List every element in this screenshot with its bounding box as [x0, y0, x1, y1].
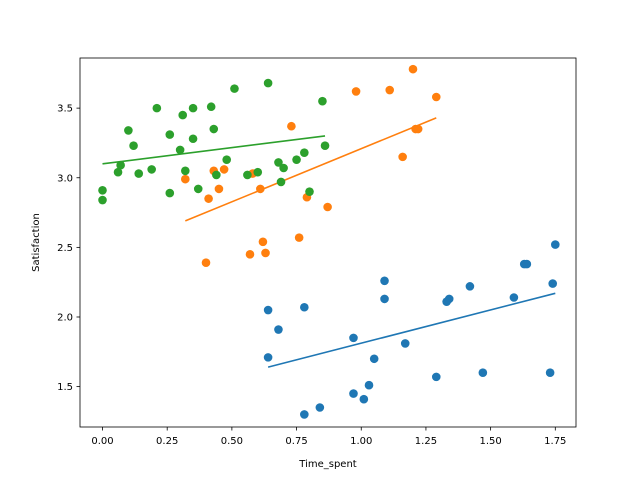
- x-tick-label: 0.75: [285, 436, 307, 447]
- data-point: [165, 130, 175, 139]
- data-point: [300, 302, 309, 312]
- data-point: [398, 152, 407, 162]
- data-point: [147, 165, 156, 174]
- data-point: [178, 110, 188, 120]
- data-point: [351, 87, 361, 96]
- data-point: [243, 170, 252, 180]
- x-tick-label: 0.00: [91, 436, 113, 447]
- data-point: [300, 148, 309, 157]
- data-point: [181, 166, 190, 176]
- series-3: [98, 78, 330, 205]
- data-point: [444, 294, 454, 304]
- data-point: [323, 202, 332, 212]
- data-point: [245, 250, 255, 259]
- data-point: [478, 368, 488, 377]
- data-point: [431, 92, 441, 102]
- data-point: [261, 248, 270, 258]
- data-point: [263, 78, 273, 88]
- data-point: [212, 170, 221, 180]
- y-tick-label: 2.5: [57, 243, 73, 254]
- data-point: [263, 305, 273, 315]
- data-point: [320, 141, 330, 151]
- data-point: [116, 160, 125, 170]
- data-point: [274, 325, 283, 334]
- data-point: [188, 103, 198, 113]
- data-point: [294, 233, 304, 242]
- data-point: [465, 282, 475, 291]
- data-point: [349, 389, 358, 398]
- data-point: [300, 410, 309, 419]
- x-tick-label: 1.00: [350, 436, 372, 447]
- data-point: [380, 276, 389, 286]
- data-point: [193, 184, 203, 194]
- trend-line: [102, 135, 326, 165]
- data-point: [545, 368, 555, 377]
- x-tick-label: 1.50: [479, 436, 501, 447]
- data-point: [201, 258, 211, 267]
- x-tick-label: 1.75: [544, 436, 566, 447]
- data-point: [364, 380, 374, 390]
- y-tick-label: 3.0: [57, 173, 73, 184]
- data-point: [258, 237, 268, 247]
- data-point: [222, 155, 232, 164]
- data-point: [287, 121, 296, 131]
- data-point: [152, 103, 162, 113]
- data-point: [124, 126, 133, 135]
- x-axis-label: Time_spent: [298, 459, 357, 470]
- x-tick-label: 0.50: [221, 436, 243, 447]
- x-tick-label: 0.25: [156, 436, 178, 447]
- data-point: [214, 184, 224, 194]
- data-point: [522, 259, 532, 269]
- y-axis-label: Satisfaction: [31, 213, 42, 272]
- data-point: [318, 96, 327, 106]
- data-point: [400, 339, 410, 348]
- data-point: [113, 167, 123, 177]
- data-point: [431, 372, 441, 382]
- data-point: [253, 167, 263, 177]
- data-point: [175, 145, 185, 155]
- data-point: [98, 185, 107, 195]
- data-point: [134, 169, 144, 178]
- plot-frame: [79, 57, 577, 428]
- data-point: [408, 64, 418, 74]
- y-tick-label: 3.5: [57, 104, 73, 115]
- data-point: [204, 194, 213, 203]
- data-point: [279, 163, 288, 173]
- data-point: [292, 155, 301, 164]
- data-point: [129, 141, 138, 151]
- data-point: [165, 188, 175, 198]
- data-point: [181, 174, 190, 184]
- data-point: [551, 240, 560, 249]
- data-point: [380, 294, 389, 304]
- trend-line: [267, 292, 556, 368]
- data-point: [230, 84, 239, 93]
- y-axis: 1.5 2.0 2.5 3.0 3.5: [57, 104, 80, 393]
- data-point: [509, 293, 519, 302]
- x-tick-label: 1.25: [415, 436, 437, 447]
- data-point: [359, 394, 369, 404]
- series-2: [181, 64, 441, 267]
- trend-line: [185, 117, 437, 222]
- data-point: [219, 165, 229, 174]
- data-point: [206, 102, 216, 112]
- y-tick-label: 1.5: [57, 382, 73, 393]
- data-point: [315, 403, 325, 412]
- data-point: [369, 354, 379, 364]
- series-1: [263, 240, 560, 419]
- data-point: [276, 177, 286, 187]
- x-axis: 0.00 0.25 0.50 0.75 1.00 1.25 1.50 1.75: [91, 427, 566, 447]
- data-point: [349, 333, 358, 343]
- data-point: [98, 195, 107, 205]
- data-point: [385, 85, 395, 95]
- data-point: [263, 353, 273, 362]
- data-point: [548, 279, 558, 288]
- data-point: [209, 124, 219, 134]
- chart-marks: [98, 64, 560, 419]
- data-point: [274, 158, 283, 167]
- y-tick-label: 2.0: [57, 312, 73, 323]
- data-point: [188, 134, 198, 144]
- data-point: [305, 187, 314, 196]
